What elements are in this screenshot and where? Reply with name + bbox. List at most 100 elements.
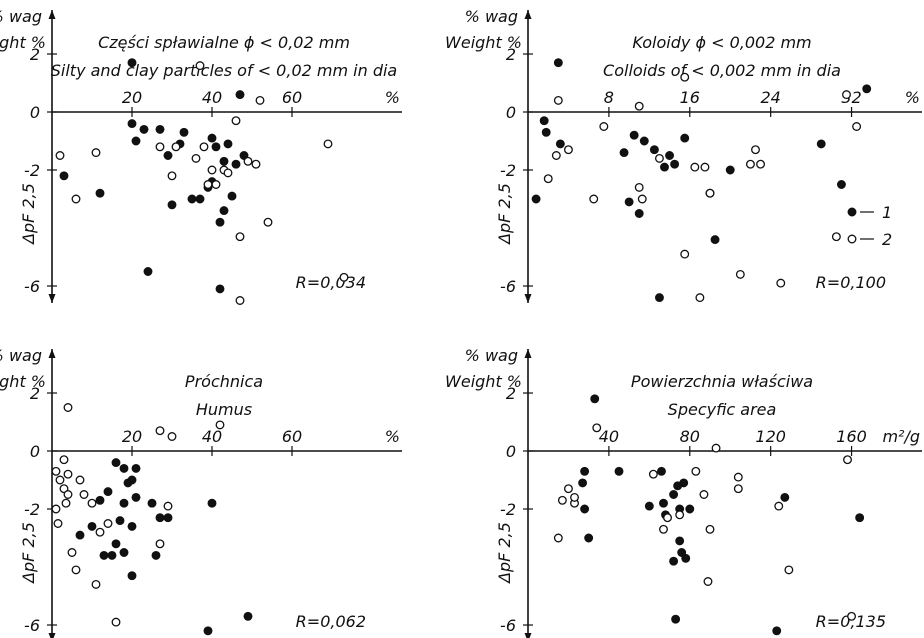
y-unit-label-en: Weight % [0,372,46,391]
data-point-open [71,194,81,204]
data-point-filled [855,513,865,523]
y-tick-label: -2 [500,161,516,180]
data-point-filled [111,539,121,549]
data-point-filled [816,139,826,149]
data-point-filled [139,124,149,134]
x-unit-label: % [385,427,400,446]
x-tick-label: 60 [282,88,302,107]
data-point-open [705,188,715,198]
data-point-filled [578,478,588,488]
data-point-open [733,484,743,494]
data-point-filled [639,136,649,146]
data-point-open [51,466,61,476]
x-tick-label: 60 [282,427,302,446]
data-point-open [195,61,205,71]
data-point-filled [163,151,173,160]
data-point-open [103,519,113,528]
data-point-filled [553,58,563,68]
data-point-filled [127,571,137,581]
data-point-open [111,617,121,627]
data-point-open [163,501,173,511]
data-point-filled [103,487,113,497]
data-point-filled [649,145,659,155]
y-tick-label: -2 [24,161,40,180]
data-point-filled [555,139,565,149]
chart-subtitle: Humus [196,400,252,419]
data-point-open [557,495,567,505]
data-point-filled [95,495,105,505]
data-point-filled [665,151,675,160]
chart-subtitle: Colloids of < 0,002 mm in dia [603,61,841,80]
data-point-filled [119,463,129,473]
data-point-open [675,510,685,520]
legend-label: 2 [882,230,892,249]
y-tick-label: -6 [500,277,516,296]
data-point-open [167,171,177,181]
y-axis-title: ΔpF 2,5 [495,183,514,246]
y-tick-label: 2 [506,45,516,64]
r-value-label: R=0,135 [816,612,886,631]
data-point-open [59,455,69,465]
data-point-filled [590,394,600,404]
data-point-filled [772,626,782,636]
data-point-open [263,217,273,227]
data-point-open [745,159,755,169]
data-point-open [63,469,73,479]
data-point-open [637,194,647,204]
y-tick-label: 0 [506,442,516,461]
y-tick-label: -2 [500,500,516,519]
legend-marker-filled [847,207,857,217]
data-point-filled [654,293,664,303]
data-point-filled [580,504,590,514]
data-point-open [695,293,705,303]
data-point-open [203,180,213,189]
data-point-filled [119,548,129,557]
data-point-open [63,403,73,412]
data-point-filled [59,171,69,181]
x-tick-label: 8 [604,88,614,107]
x-tick-label: 40 [599,427,619,446]
y-unit-label-en: Weight % [0,33,46,52]
data-point-open [634,101,644,111]
x-unit-label: % [385,88,400,107]
data-point-open [699,490,709,499]
data-point-open [87,498,97,508]
data-point-filled [207,498,217,508]
data-point-open [223,168,233,178]
data-point-open [847,611,857,621]
data-point-filled [669,490,679,499]
data-point-filled [147,498,157,508]
data-point-filled [725,165,735,175]
data-point-open [589,194,599,204]
data-point-filled [99,550,109,560]
data-point-open [648,469,658,479]
x-tick-label: 40 [202,88,222,107]
data-point-open [95,527,105,537]
data-point-filled [227,191,237,201]
data-point-filled [670,159,680,169]
data-point-open [776,278,786,288]
data-point-open [680,72,690,82]
data-point-open [654,153,664,163]
chart-title: Powierzchnia właściwa [631,372,813,391]
data-point-filled [143,267,153,276]
data-point-open [690,162,700,172]
data-point-open [71,565,81,575]
x-tick-label: 20 [122,88,142,107]
data-point-filled [187,194,197,204]
data-point-open [852,122,862,131]
y-unit-label: % wag [0,346,42,365]
x-unit-label: m²/g [882,427,920,446]
data-point-filled [111,458,121,468]
data-point-filled [195,194,205,204]
data-point-open [774,501,784,511]
y-axis-arrow-up [524,349,532,358]
data-point-open [553,533,563,543]
data-point-open [75,475,85,485]
legend-label: 1 [882,203,892,222]
data-point-open [711,443,721,453]
data-point-filled [223,139,233,149]
data-point-open [251,159,261,169]
y-axis-arrow-down [524,633,532,638]
